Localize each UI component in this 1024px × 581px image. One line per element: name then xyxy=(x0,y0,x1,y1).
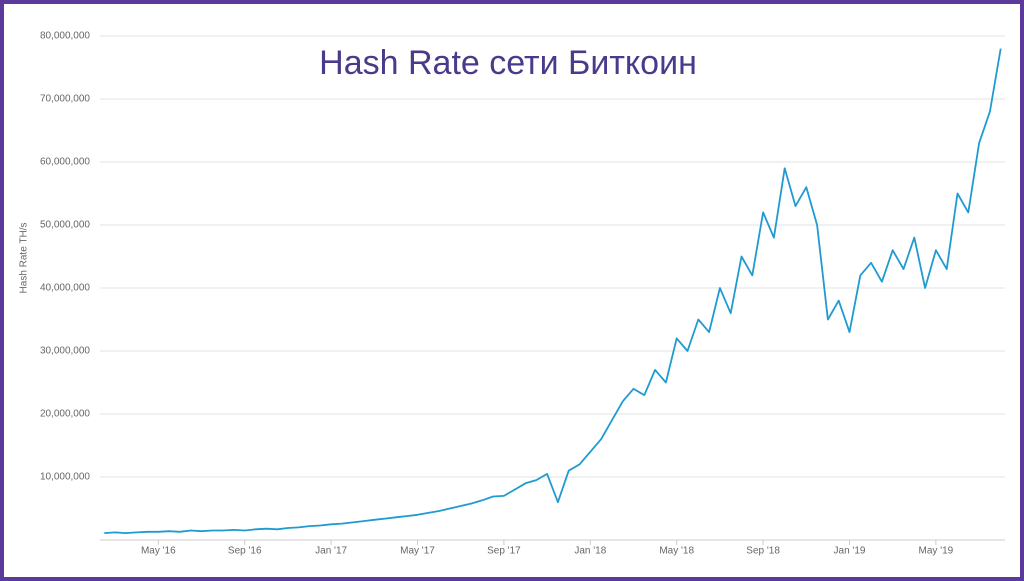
y-tick-label: 80,000,000 xyxy=(40,31,90,42)
data-line xyxy=(104,48,1002,534)
x-tick-label: Sep '17 xyxy=(487,546,521,557)
y-tick-label: 30,000,000 xyxy=(40,346,90,357)
y-tick-label: 20,000,000 xyxy=(40,409,90,420)
x-tick-label: May '19 xyxy=(919,546,954,557)
x-tick-label: Jan '19 xyxy=(834,546,866,557)
x-tick-label: May '16 xyxy=(141,546,176,557)
y-axis-title: Hash Rate TH/s xyxy=(19,223,30,294)
x-tick-label: Sep '18 xyxy=(746,546,780,557)
y-tick-label: 70,000,000 xyxy=(40,94,90,105)
x-tick-label: Sep '16 xyxy=(228,546,262,557)
x-tick-label: Jan '17 xyxy=(315,546,347,557)
y-tick-label: 40,000,000 xyxy=(40,283,90,294)
y-tick-label: 60,000,000 xyxy=(40,157,90,168)
x-tick-label: May '18 xyxy=(659,546,694,557)
x-tick-label: Jan '18 xyxy=(574,546,606,557)
y-tick-label: 50,000,000 xyxy=(40,220,90,231)
y-tick-label: 10,000,000 xyxy=(40,472,90,483)
x-tick-label: May '17 xyxy=(400,546,435,557)
chart-title: Hash Rate сети Биткоин xyxy=(319,44,697,82)
